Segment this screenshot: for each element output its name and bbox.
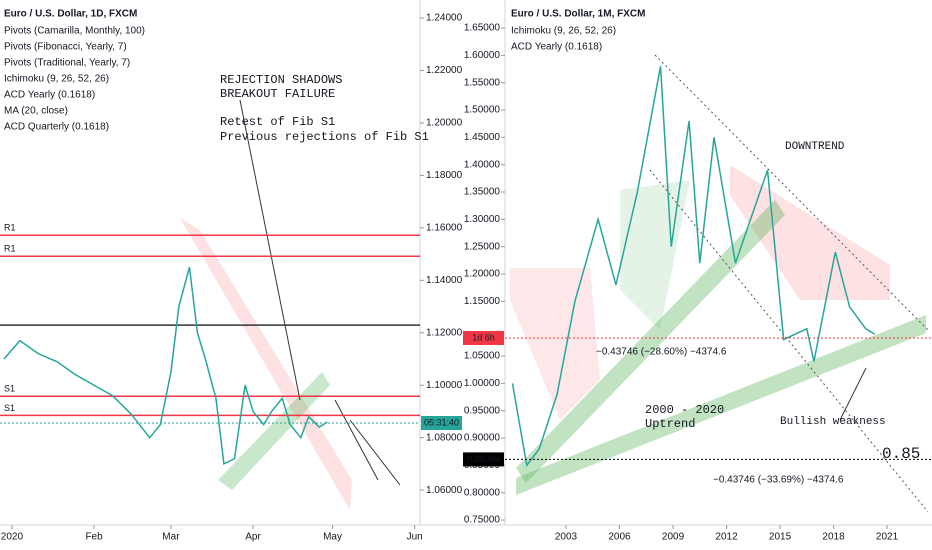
y-tick-label: 1.12000 [426, 327, 463, 338]
annotation: −0.43746 (−33.69%) −4374.6 [713, 475, 844, 486]
price-tag-box [463, 330, 504, 345]
indicator-label: ACD Yearly (0.1618) [4, 90, 95, 101]
price-line [511, 66, 875, 468]
pivot-label: S1 [4, 403, 15, 413]
y-tick-label: 1.24000 [426, 13, 463, 24]
y-tick-label: 0.80000 [464, 487, 501, 498]
y-tick-label: 1.14000 [426, 275, 463, 286]
y-tick-label: 0.95000 [464, 405, 501, 416]
annotation: 0.85 [882, 445, 920, 463]
y-tick-label: 0.90000 [464, 433, 501, 444]
indicator-label: Pivots (Camarilla, Monthly, 100) [4, 26, 145, 37]
price-marker-label: 0.86089 [467, 454, 500, 464]
annotation: Retest of Fib S1 [220, 115, 335, 129]
annotation: 2000 - 2020 [645, 403, 724, 417]
x-tick-label: Apr [245, 532, 261, 543]
uptrend-channel [516, 315, 926, 495]
x-tick-label: 2015 [769, 532, 792, 543]
pivot-label: R1 [4, 244, 16, 254]
y-tick-label: 1.06000 [426, 485, 463, 496]
chart-title: Euro / U.S. Dollar, 1D, FXCM [4, 9, 137, 20]
annotation: BREAKOUT FAILURE [220, 87, 335, 101]
y-tick-label: 1.30000 [464, 214, 501, 225]
uptrend-channel [516, 200, 785, 483]
price-marker-box [463, 452, 504, 467]
pivot-label: R1 [4, 223, 16, 233]
arrow [349, 419, 401, 486]
y-tick-label: 1.22000 [426, 65, 463, 76]
annotation: Uptrend [645, 417, 695, 431]
indicator-label: Ichimoku (9, 26, 52, 26) [4, 74, 109, 85]
x-tick-label: 2018 [822, 532, 845, 543]
price-tag-box [421, 415, 462, 430]
y-tick-label: 1.25000 [464, 241, 501, 252]
down-channel [180, 218, 352, 510]
annotation: Previous rejections of Fib S1 [220, 130, 429, 144]
x-tick-label: May [323, 532, 342, 543]
y-tick-label: 1.35000 [464, 187, 501, 198]
x-tick-label: Jun [407, 532, 423, 543]
y-tick-label: 1.16000 [426, 223, 463, 234]
annotation: Bullish weakness [780, 416, 886, 428]
arrow [839, 367, 867, 421]
arrow [239, 99, 301, 401]
y-tick-label: 0.75000 [464, 515, 501, 526]
price-line [3, 267, 328, 466]
indicator-label: Pivots (Fibonacci, Yearly, 7) [4, 42, 127, 53]
annotation: REJECTION SHADOWS [220, 73, 342, 87]
y-tick-label: 1.45000 [464, 132, 501, 143]
indicator-label: ACD Yearly (0.1618) [511, 42, 602, 53]
y-tick-label: 1.08000 [426, 432, 463, 443]
x-tick-label: 2009 [662, 532, 685, 543]
x-tick-label: Feb [85, 532, 103, 543]
arrow [334, 399, 379, 481]
y-tick-label: 1.18000 [426, 170, 463, 181]
y-tick-label: 1.40000 [464, 159, 501, 170]
pivot-label: S1 [4, 384, 15, 394]
annotation: −0.43746 (−28.60%) −4374.6 [596, 347, 727, 358]
y-tick-label: 1.20000 [464, 269, 501, 280]
indicator-label: ACD Quarterly (0.1618) [4, 122, 109, 133]
trend-line [649, 169, 929, 513]
cloud [620, 180, 690, 330]
y-tick-label: 1.55000 [464, 77, 501, 88]
y-tick-label: 1.65000 [464, 23, 501, 34]
x-tick-label: 2006 [608, 532, 631, 543]
x-tick-label: 2021 [876, 532, 899, 543]
indicator-label: MA (20, close) [4, 106, 68, 117]
x-tick-label: 2012 [715, 532, 738, 543]
y-tick-label: 1.10000 [426, 380, 463, 391]
y-tick-label: 1.50000 [464, 105, 501, 116]
indicator-label: Ichimoku (9, 26, 52, 26) [511, 26, 616, 37]
annotation: DOWNTREND [785, 141, 845, 153]
up-channel [218, 372, 330, 490]
price-tag-label: 05:31:40 [424, 417, 459, 427]
x-tick-label: 2003 [555, 532, 578, 543]
y-tick-label: 1.60000 [464, 50, 501, 61]
x-tick-label: Mar [162, 532, 180, 543]
y-tick-label: 1.00000 [464, 378, 501, 389]
indicator-label: Pivots (Traditional, Yearly, 7) [4, 58, 130, 69]
y-tick-label: 1.20000 [426, 118, 463, 129]
y-tick-label: 1.15000 [464, 296, 501, 307]
price-tag-label: 1d 6h [472, 332, 495, 342]
y-tick-label: 1.05000 [464, 351, 501, 362]
x-tick-label: 2020 [1, 532, 24, 543]
chart-title: Euro / U.S. Dollar, 1M, FXCM [511, 9, 645, 20]
cloud [510, 268, 600, 420]
